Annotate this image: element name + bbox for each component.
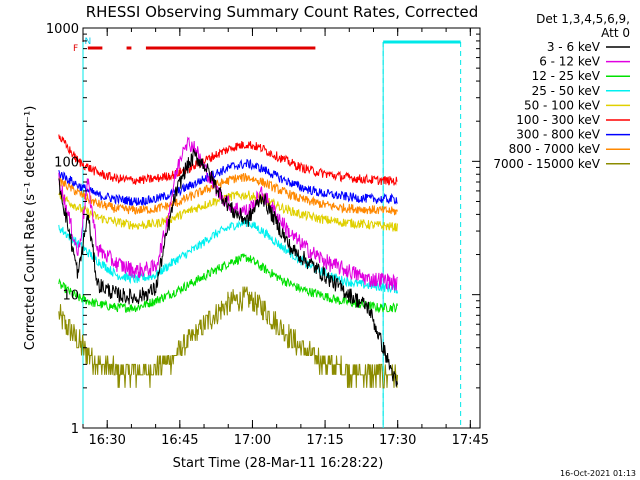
series-line-800-7000-kev bbox=[58, 172, 398, 216]
legend-label: 3 - 6 keV bbox=[547, 40, 601, 54]
y-axis-label: Corrected Count Rate (s⁻¹ detector⁻¹) bbox=[23, 106, 38, 351]
series-line-12-25-kev bbox=[58, 252, 398, 314]
legend-header-line-1: Det 1,3,4,5,6,9, bbox=[536, 12, 630, 26]
legend-label: 800 - 7000 keV bbox=[509, 142, 601, 156]
series-line-6-12-kev bbox=[58, 136, 398, 291]
legend-label: 50 - 100 keV bbox=[524, 98, 601, 112]
y-tick-label: 1000 bbox=[46, 22, 79, 37]
series-line-100-300-kev bbox=[58, 134, 398, 186]
legend-label: 7000 - 15000 keV bbox=[493, 157, 600, 171]
plot-area bbox=[82, 27, 481, 429]
x-axis-label: Start Time (28-Mar-11 16:28:22) bbox=[173, 456, 384, 471]
interval-layer: FN bbox=[73, 37, 462, 428]
series-line-3-6-kev bbox=[58, 147, 398, 387]
legend-label: 12 - 25 keV bbox=[532, 69, 601, 83]
axes-layer: 16:30 16:45 17:00 17:15 17:30 17:45 1 10 100 1000 bbox=[46, 22, 489, 448]
footer-date: 16-Oct-2021 01:13 bbox=[560, 469, 636, 478]
legend-label: 25 - 50 keV bbox=[532, 84, 601, 98]
series-line-7000-15000-kev bbox=[58, 286, 398, 389]
x-tick-label: 16:45 bbox=[161, 433, 198, 448]
x-tick-label: 17:00 bbox=[234, 433, 271, 448]
chart-title: RHESSI Observing Summary Count Rates, Co… bbox=[86, 3, 479, 21]
x-tick-label: 17:30 bbox=[379, 433, 416, 448]
flag-n-label: N bbox=[84, 37, 91, 47]
legend-label: 300 - 800 keV bbox=[516, 128, 600, 142]
legend-header-line-2: Att 0 bbox=[601, 26, 630, 40]
x-tick-label: 17:15 bbox=[306, 433, 343, 448]
y-tick-label: 100 bbox=[54, 155, 79, 170]
y-tick-label: 1 bbox=[71, 422, 79, 437]
x-tick-label: 17:45 bbox=[452, 433, 489, 448]
flag-f-label: F bbox=[73, 44, 78, 54]
series-line-25-50-kev bbox=[58, 217, 398, 294]
series-layer bbox=[58, 134, 398, 389]
legend-label: 100 - 300 keV bbox=[516, 113, 600, 127]
legend-label: 6 - 12 keV bbox=[539, 55, 601, 69]
x-tick-label: 16:30 bbox=[88, 433, 125, 448]
series-line-300-800-kev bbox=[58, 158, 398, 207]
y-tick-label: 10 bbox=[62, 289, 79, 304]
